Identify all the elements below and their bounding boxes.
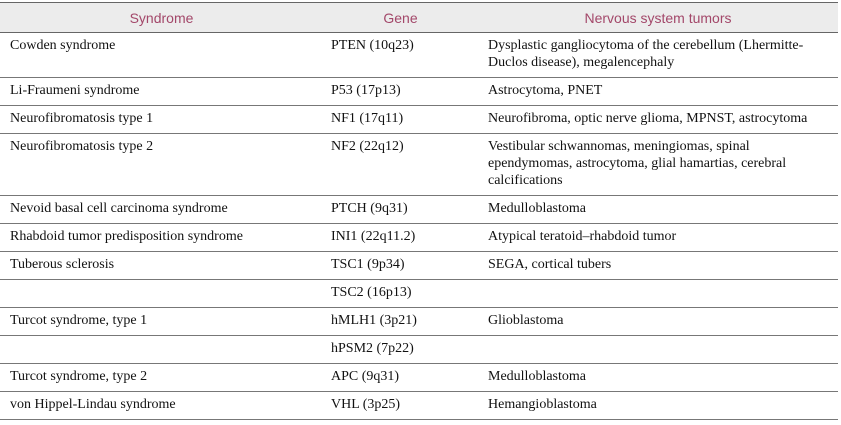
table-cell: VHL (3p25) <box>323 391 478 420</box>
table-row: hPSM2 (7p22) <box>0 335 838 364</box>
table-row: Neurofibromatosis type 2 NF2 (22q12) Vesti… <box>0 133 838 196</box>
table-cell: Cowden syndrome <box>0 32 323 78</box>
table-cell: INI1 (22q11.2) <box>323 223 478 252</box>
table-cell: Dysplastic gangliocytoma of the cerebell… <box>478 32 838 78</box>
table-cell <box>0 335 323 364</box>
table-cell: NF1 (17q11) <box>323 105 478 134</box>
table-cell: Vestibular schwannomas, meningiomas, spi… <box>478 133 838 196</box>
table-cell: Turcot syndrome, type 2 <box>0 363 323 392</box>
table-cell: TSC2 (16p13) <box>323 279 478 308</box>
table-cell: Tuberous sclerosis <box>0 251 323 280</box>
table-row: TSC2 (16p13) <box>0 279 838 308</box>
table-cell <box>478 335 838 364</box>
table-row: Rhabdoid tumor predisposition syndrome IN… <box>0 223 838 252</box>
table-cell: Astrocytoma, PNET <box>478 77 838 106</box>
table-cell: SEGA, cortical tubers <box>478 251 838 280</box>
table-cell: APC (9q31) <box>323 363 478 392</box>
table-cell <box>0 279 323 308</box>
table-row: Cowden syndrome PTEN (10q23) Dysplastic ga… <box>0 32 838 78</box>
table-cell: PTEN (10q23) <box>323 32 478 78</box>
column-header: Nervous system tumors <box>478 2 838 33</box>
header-row: Syndrome Gene Nervous system tumors <box>0 2 838 33</box>
table-row: Tuberous sclerosis TSC1 (9p34) SEGA, corti… <box>0 251 838 280</box>
table-cell: Medulloblastoma <box>478 363 838 392</box>
column-header: Syndrome <box>0 2 323 33</box>
table-cell <box>478 279 838 308</box>
table-cell: Medulloblastoma <box>478 195 838 224</box>
table-row: Nevoid basal cell carcinoma syndrome PTCH… <box>0 195 838 224</box>
table-body: Cowden syndrome PTEN (10q23) Dysplastic ga… <box>0 32 838 420</box>
table-row: Turcot syndrome, type 2 APC (9q31) Medullo… <box>0 363 838 392</box>
table-row: von Hippel-Lindau syndrome VHL (3p25) Hema… <box>0 391 838 420</box>
table-cell: TSC1 (9p34) <box>323 251 478 280</box>
table-cell: Neurofibromatosis type 1 <box>0 105 323 134</box>
table-cell: von Hippel-Lindau syndrome <box>0 391 323 420</box>
table-header: Syndrome Gene Nervous system tumors <box>0 2 838 33</box>
table-cell: Atypical teratoid–rhabdoid tumor <box>478 223 838 252</box>
table-cell: NF2 (22q12) <box>323 133 478 196</box>
table-row: Li-Fraumeni syndrome P53 (17p13) Astrocyto… <box>0 77 838 106</box>
table-cell: Nevoid basal cell carcinoma syndrome <box>0 195 323 224</box>
table-row: Turcot syndrome, type 1 hMLH1 (3p21) Gliob… <box>0 307 838 336</box>
table-cell: Glioblastoma <box>478 307 838 336</box>
table-cell: Rhabdoid tumor predisposition syndrome <box>0 223 323 252</box>
table-cell: Neurofibroma, optic nerve glioma, MPNST,… <box>478 105 838 134</box>
table-cell: hMLH1 (3p21) <box>323 307 478 336</box>
table-cell: P53 (17p13) <box>323 77 478 106</box>
table-cell: PTCH (9q31) <box>323 195 478 224</box>
table-cell: Turcot syndrome, type 1 <box>0 307 323 336</box>
table-cell: hPSM2 (7p22) <box>323 335 478 364</box>
column-header: Gene <box>323 2 478 33</box>
table-cell: Hemangioblastoma <box>478 391 838 420</box>
table-row: Neurofibromatosis type 1 NF1 (17q11) Neuro… <box>0 105 838 134</box>
table-cell: Neurofibromatosis type 2 <box>0 133 323 196</box>
table-cell: Li-Fraumeni syndrome <box>0 77 323 106</box>
